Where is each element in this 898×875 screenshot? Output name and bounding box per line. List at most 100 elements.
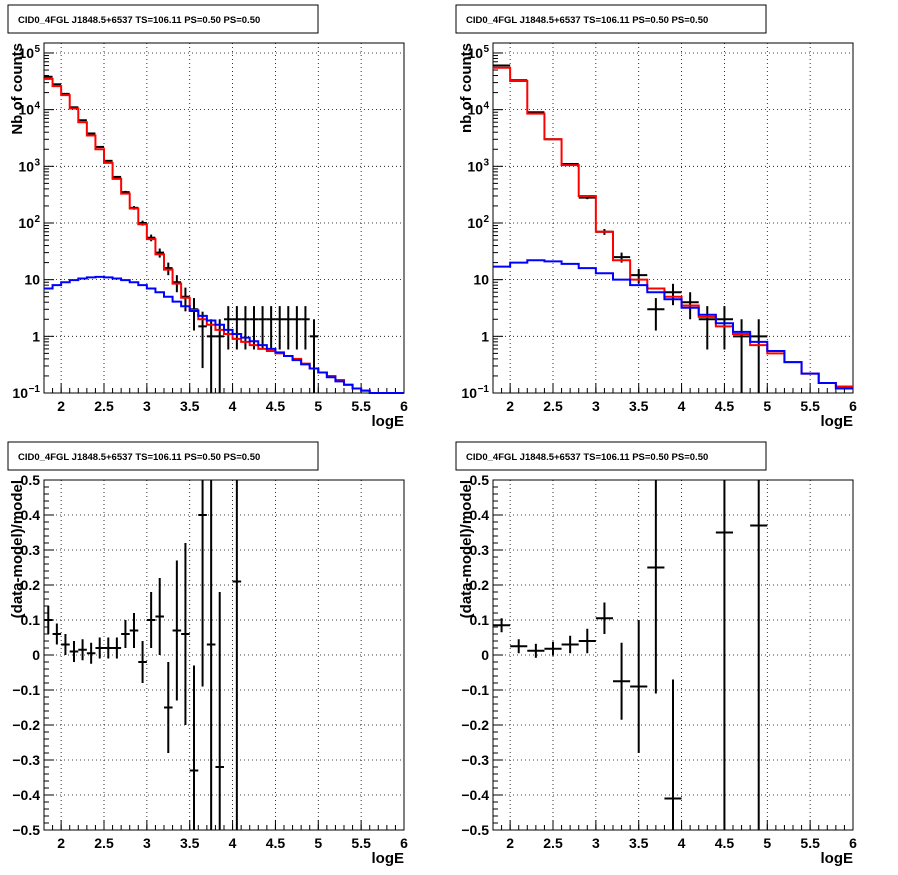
y-tick-label: 0 — [481, 647, 489, 663]
y-tick-label: 0.4 — [470, 507, 490, 523]
x-tick-label: 4 — [678, 398, 686, 414]
y-tick-label: −0.3 — [461, 752, 489, 768]
x-tick-label: 5.5 — [800, 398, 820, 414]
y-tick-label: 0.3 — [470, 542, 490, 558]
x-axis-label: logE — [372, 850, 405, 867]
x-tick-label: 6 — [400, 835, 408, 851]
title-box — [455, 4, 767, 34]
x-tick-label: 5 — [314, 398, 322, 414]
y-tick-label: 10 — [18, 102, 34, 118]
y-tick-exponent: 3 — [34, 157, 40, 168]
x-tick-label: 6 — [849, 398, 857, 414]
y-tick-label: 10 — [18, 215, 34, 231]
x-tick-label: 3.5 — [629, 398, 649, 414]
y-tick-label: 10 — [12, 385, 28, 401]
y-tick-label: −0.4 — [461, 787, 489, 803]
y-tick-label: 10 — [467, 102, 483, 118]
x-tick-label: 4.5 — [266, 835, 286, 851]
x-tick-label: 6 — [400, 398, 408, 414]
y-tick-exponent: 5 — [483, 44, 489, 55]
y-tick-label: −0.3 — [12, 752, 40, 768]
y-axis-label: nb of counts — [458, 43, 475, 133]
y-tick-label: −0.2 — [12, 717, 40, 733]
title-box — [7, 4, 319, 34]
chart-title: CID0_4FGL J1848.5+6537 TS=106.11 PS=0.50… — [466, 15, 708, 26]
x-tick-label: 4.5 — [715, 398, 735, 414]
source-model-line — [44, 275, 404, 394]
x-tick-label: 2 — [57, 398, 65, 414]
source-model-line — [493, 259, 853, 390]
y-tick-label: 10 — [24, 272, 40, 288]
panel-top-left: CID0_4FGL J1848.5+6537 TS=106.11 PS=0.50… — [7, 4, 408, 430]
y-tick-label: 0.4 — [21, 507, 41, 523]
x-tick-label: 5.5 — [351, 835, 371, 851]
x-tick-label: 2.5 — [94, 835, 114, 851]
x-tick-label: 2.5 — [543, 398, 563, 414]
title-box — [455, 441, 767, 471]
y-tick-label: 0.2 — [21, 577, 41, 593]
x-tick-label: 3.5 — [180, 398, 200, 414]
y-tick-label: 0.5 — [21, 472, 41, 488]
x-tick-label: 4 — [678, 835, 686, 851]
y-tick-label: 10 — [467, 215, 483, 231]
y-tick-label: 10 — [467, 158, 483, 174]
y-tick-exponent: 2 — [483, 214, 489, 225]
y-tick-label: 0.5 — [470, 472, 490, 488]
x-tick-label: 2.5 — [94, 398, 114, 414]
y-tick-label: 1 — [481, 328, 489, 344]
panel-bottom-right: CID0_4FGL J1848.5+6537 TS=106.11 PS=0.50… — [455, 441, 857, 867]
y-tick-label: 0.2 — [470, 577, 490, 593]
x-tick-label: 3 — [592, 835, 600, 851]
y-tick-label: 1 — [32, 328, 40, 344]
chart-title: CID0_4FGL J1848.5+6537 TS=106.11 PS=0.50… — [466, 452, 708, 463]
total-model-line — [44, 77, 404, 394]
x-tick-label: 2 — [506, 835, 514, 851]
x-tick-label: 3.5 — [180, 835, 200, 851]
y-tick-label: −0.1 — [12, 682, 40, 698]
y-tick-exponent: 4 — [34, 101, 40, 112]
x-tick-label: 3 — [592, 398, 600, 414]
x-axis-label: logE — [372, 413, 405, 430]
y-tick-exponent: 2 — [34, 214, 40, 225]
plot-frame — [43, 42, 405, 394]
y-tick-exponent: −1 — [29, 384, 41, 395]
panel-top-right: CID0_4FGL J1848.5+6537 TS=106.11 PS=0.50… — [455, 4, 857, 430]
y-tick-label: 0 — [32, 647, 40, 663]
x-tick-label: 4 — [229, 398, 237, 414]
y-tick-label: −0.2 — [461, 717, 489, 733]
y-axis-label: (data-model)/model — [458, 480, 475, 618]
panel-bottom-left: CID0_4FGL J1848.5+6537 TS=106.11 PS=0.50… — [7, 441, 408, 867]
y-tick-label: 10 — [18, 158, 34, 174]
y-tick-label: −0.5 — [12, 822, 40, 838]
x-tick-label: 2.5 — [543, 835, 563, 851]
y-tick-exponent: 5 — [34, 44, 40, 55]
x-tick-label: 4.5 — [715, 835, 735, 851]
y-tick-label: 10 — [461, 385, 477, 401]
x-tick-label: 6 — [849, 835, 857, 851]
x-axis-label: logE — [821, 850, 854, 867]
y-tick-label: 0.1 — [21, 612, 41, 628]
title-box — [7, 441, 319, 471]
x-tick-label: 5 — [314, 835, 322, 851]
y-tick-label: 0.1 — [470, 612, 490, 628]
x-tick-label: 5 — [763, 398, 771, 414]
y-tick-exponent: 4 — [483, 101, 489, 112]
y-tick-label: 0.3 — [21, 542, 41, 558]
y-axis-label: (data-model)/model — [9, 480, 26, 618]
y-tick-exponent: 3 — [483, 157, 489, 168]
x-tick-label: 3.5 — [629, 835, 649, 851]
chart-title: CID0_4FGL J1848.5+6537 TS=106.11 PS=0.50… — [18, 452, 260, 463]
x-axis-label: logE — [821, 413, 854, 430]
plot-frame — [492, 42, 854, 394]
y-tick-label: −0.5 — [461, 822, 489, 838]
x-tick-label: 4 — [229, 835, 237, 851]
x-tick-label: 5.5 — [800, 835, 820, 851]
x-tick-label: 2 — [506, 398, 514, 414]
x-tick-label: 5 — [763, 835, 771, 851]
x-tick-label: 2 — [57, 835, 65, 851]
y-tick-label: −0.1 — [461, 682, 489, 698]
x-tick-label: 3 — [143, 398, 151, 414]
y-tick-label: 10 — [467, 45, 483, 61]
x-tick-label: 5.5 — [351, 398, 371, 414]
